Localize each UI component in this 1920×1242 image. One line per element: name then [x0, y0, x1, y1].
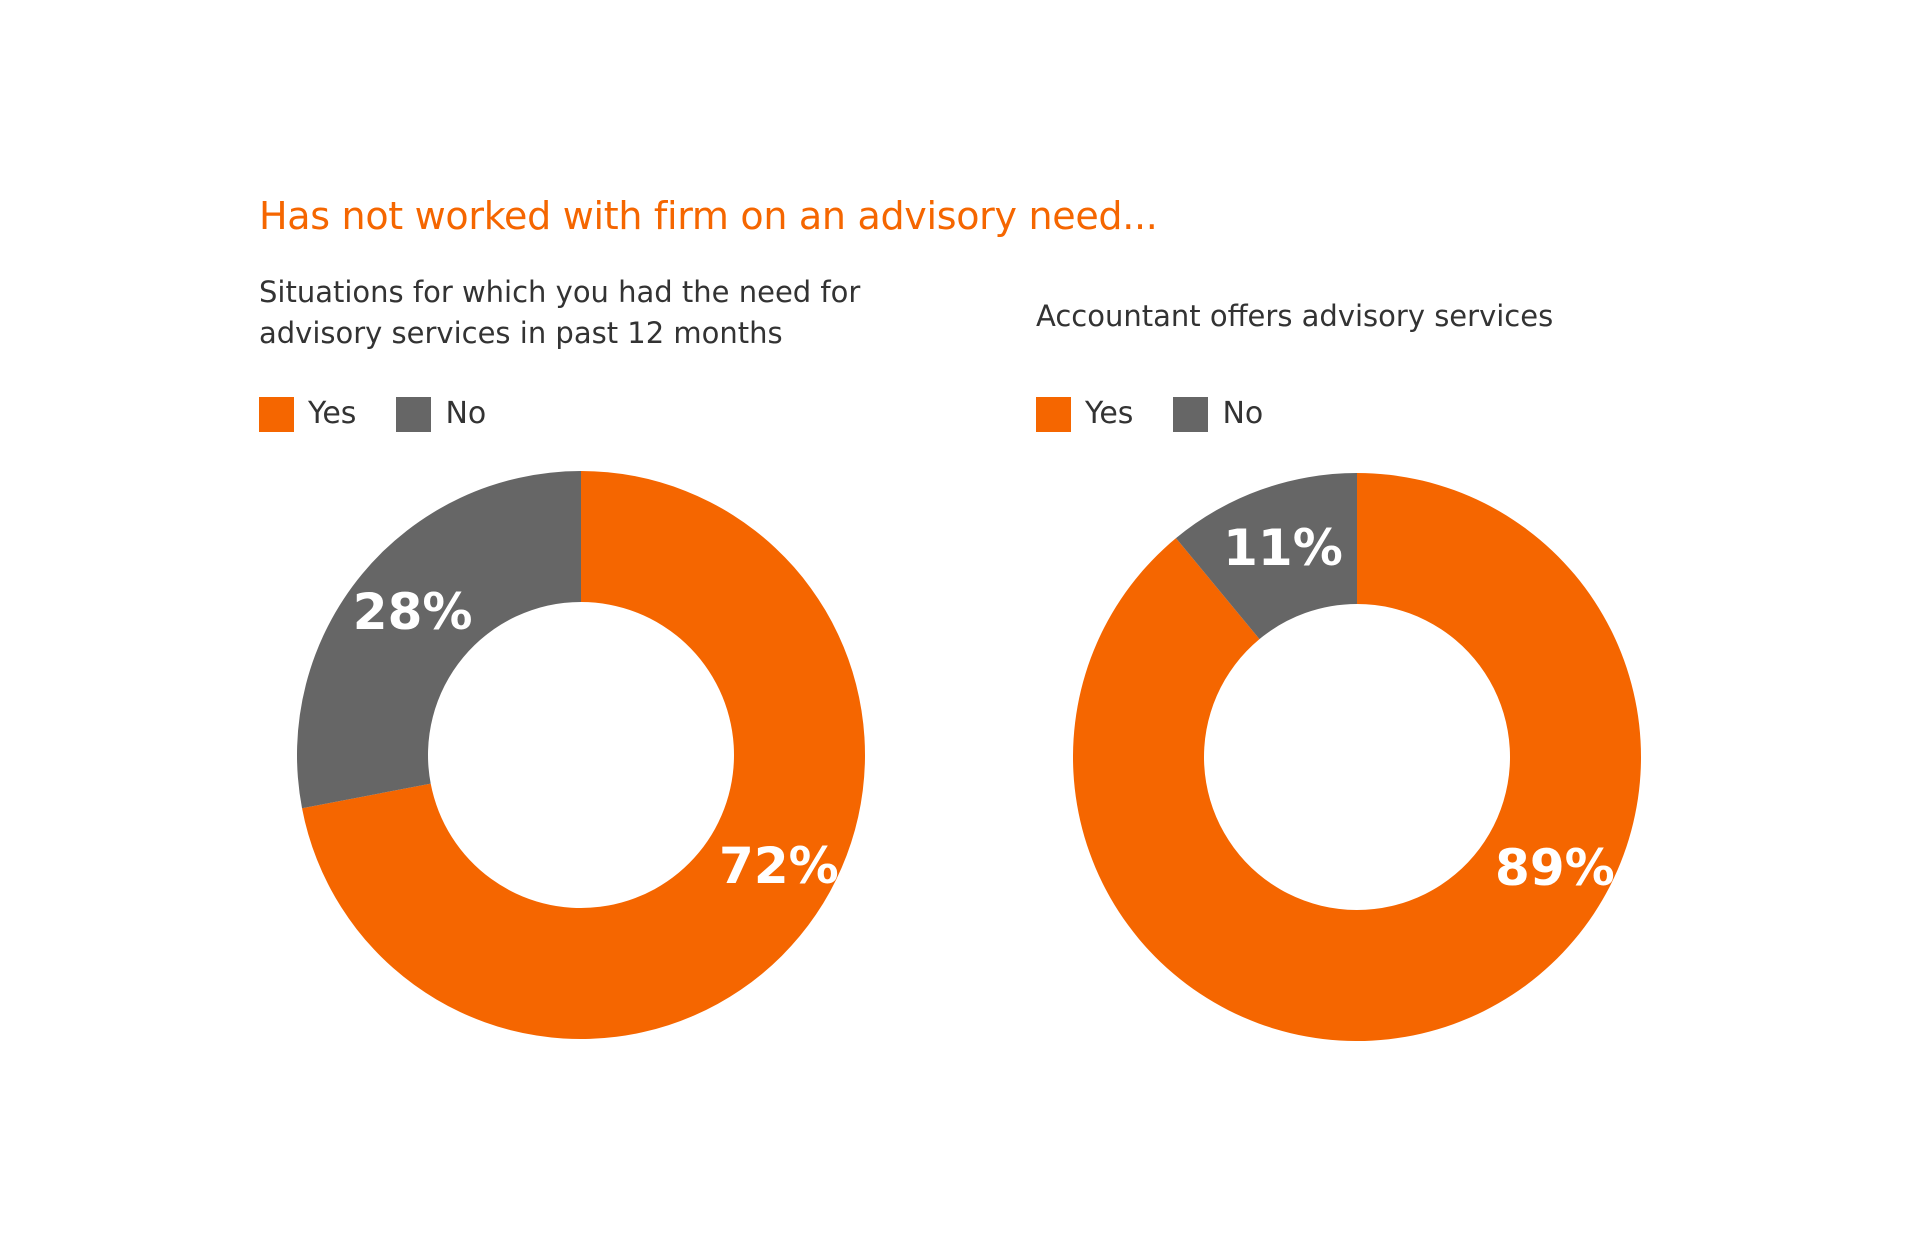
- legend-label-yes: Yes: [1085, 396, 1134, 431]
- slice-no: [297, 471, 581, 809]
- legend-item-no: No: [396, 396, 486, 432]
- slice-label-yes: 72%: [719, 837, 839, 895]
- slice-label-no: 11%: [1223, 519, 1343, 577]
- slice-yes: [1072, 473, 1641, 1041]
- legend-label-no: No: [1222, 396, 1264, 431]
- slice-no: [1175, 473, 1357, 640]
- page-title: Has not worked with firm on an advisory …: [259, 194, 1158, 238]
- legend-item-yes: Yes: [1036, 396, 1133, 432]
- chart-right-legend: Yes No: [1036, 396, 1303, 432]
- slice-label-no: 28%: [353, 583, 473, 641]
- chart-panel-right: Accountant offers advisory services Yes …: [0, 0, 1641, 1242]
- legend-swatch-no: [1173, 396, 1209, 432]
- slice-label-yes: 89%: [1495, 839, 1615, 897]
- legend-swatch-no: [396, 396, 432, 432]
- legend-label-yes: Yes: [308, 396, 357, 431]
- chart-panel-left: Situations for which you had the need fo…: [0, 0, 866, 1242]
- legend-swatch-yes: [259, 396, 294, 432]
- slice-yes: [302, 471, 866, 1039]
- chart-right-subtitle-line-1: Accountant offers advisory services: [1036, 299, 1554, 333]
- chart-left-legend: Yes No: [259, 396, 526, 432]
- legend-label-no: No: [445, 396, 487, 431]
- legend-swatch-yes: [1036, 396, 1071, 432]
- legend-item-yes: Yes: [259, 396, 356, 432]
- chart-left-subtitle-line-1: Situations for which you had the need fo…: [259, 275, 861, 309]
- legend-item-no: No: [1173, 396, 1263, 432]
- chart-left-subtitle-line-2: advisory services in past 12 months: [259, 316, 783, 350]
